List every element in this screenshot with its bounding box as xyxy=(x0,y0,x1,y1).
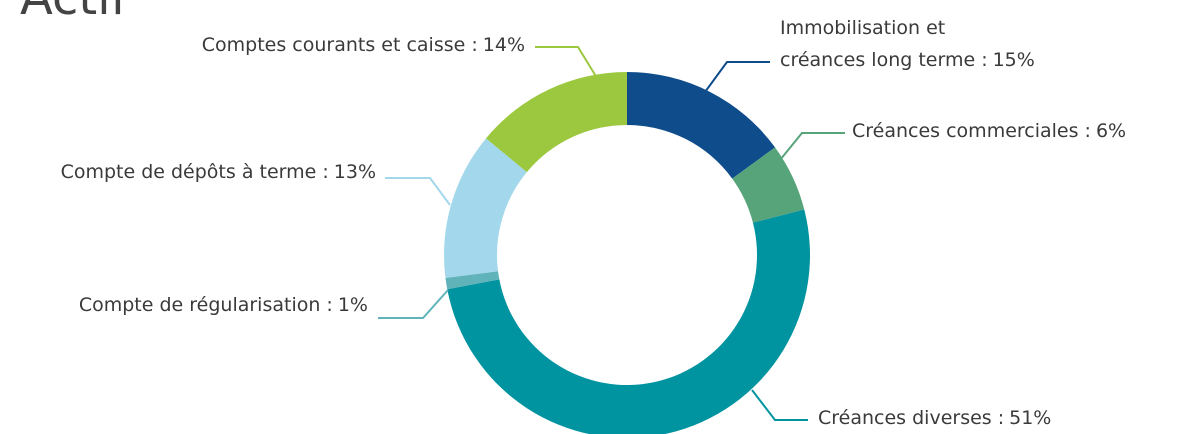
leader-line xyxy=(779,132,845,161)
leader-line xyxy=(751,389,808,421)
leader-line xyxy=(385,177,451,206)
value-label: 13% xyxy=(333,161,376,183)
slice-label: Créances diverses :51% xyxy=(818,402,1051,434)
value-label: 1% xyxy=(337,294,368,316)
category-label: Compte de dépôts à terme : xyxy=(60,161,329,183)
category-label: Compte de régularisation : xyxy=(78,294,333,316)
slice-label: Créances commerciales :6% xyxy=(852,115,1126,147)
slice-label: Comptes courants et caisse :14% xyxy=(202,29,525,61)
leader-line xyxy=(704,61,770,93)
category-label: Immobilisation et créances long terme : xyxy=(780,17,988,71)
category-label: Créances commerciales : xyxy=(852,120,1091,142)
donut-segment xyxy=(445,271,500,290)
value-label: 15% xyxy=(992,49,1035,71)
value-label: 51% xyxy=(1009,407,1052,429)
donut-segment xyxy=(732,147,805,223)
donut-segment xyxy=(444,138,527,278)
donut-segment xyxy=(485,72,627,173)
chart-title: Actif xyxy=(20,0,127,26)
donut-segment xyxy=(627,72,776,179)
slice-label: Compte de dépôts à terme :13% xyxy=(61,156,376,188)
category-label: Comptes courants et caisse : xyxy=(201,34,478,56)
donut-segment xyxy=(447,209,810,434)
leader-line xyxy=(378,289,449,319)
leader-line xyxy=(535,46,598,79)
value-label: 6% xyxy=(1095,120,1127,142)
category-label: Créances diverses : xyxy=(818,407,1005,429)
slice-label: Immobilisation et créances long terme :1… xyxy=(780,12,1035,76)
slice-label: Compte de régularisation :1% xyxy=(79,289,368,321)
value-label: 14% xyxy=(482,34,525,56)
